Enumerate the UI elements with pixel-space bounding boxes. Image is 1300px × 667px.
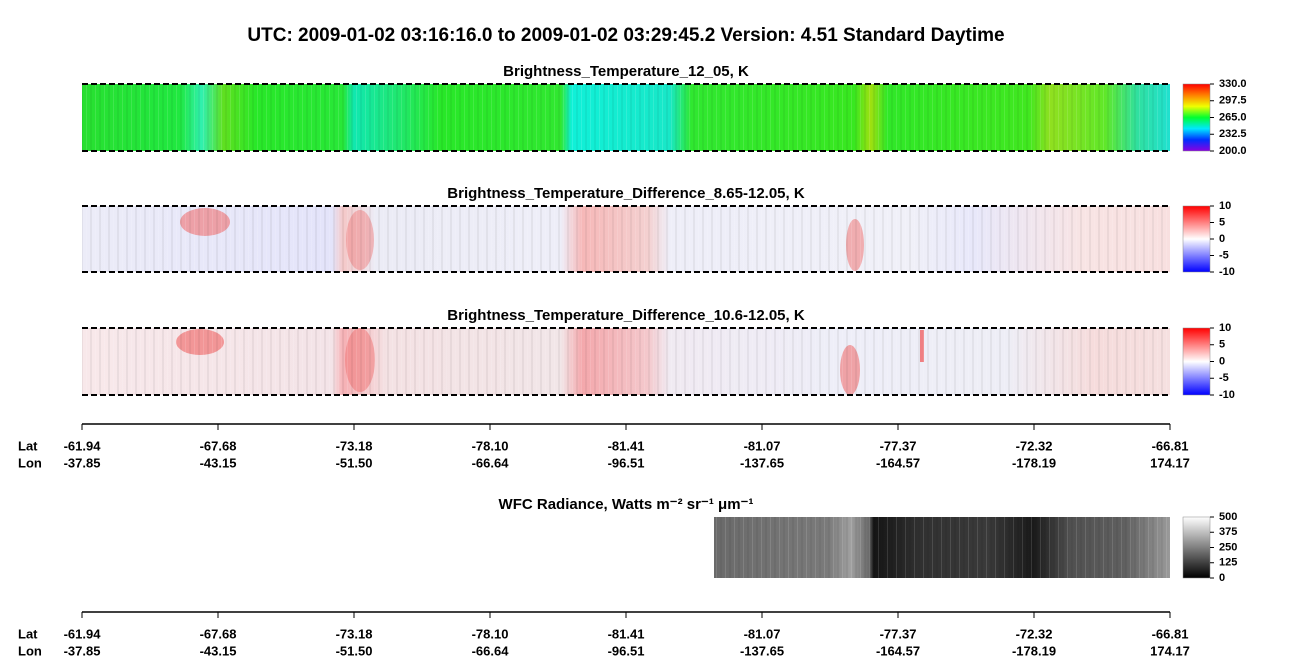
colorbar-tick-label: 0 bbox=[1219, 355, 1225, 367]
axis-row-label: Lon bbox=[18, 455, 42, 470]
lon-tick-label: 174.17 bbox=[1150, 643, 1190, 658]
texture bbox=[82, 328, 1170, 395]
lon-tick-label: -178.19 bbox=[1012, 455, 1056, 470]
colorbar-tick-label: 232.5 bbox=[1219, 128, 1247, 140]
lat-tick-label: -77.37 bbox=[880, 626, 917, 641]
colorbar-tick-label: 5 bbox=[1219, 339, 1225, 351]
lon-tick-label: -178.19 bbox=[1012, 643, 1056, 658]
lon-tick-label: 174.17 bbox=[1150, 455, 1190, 470]
colorbar-tick-label: 500 bbox=[1219, 511, 1237, 523]
lon-tick-label: -137.65 bbox=[740, 643, 784, 658]
colorbar-tick-label: 0 bbox=[1219, 572, 1225, 584]
lon-tick-label: -164.57 bbox=[876, 455, 920, 470]
lat-tick-label: -61.94 bbox=[64, 438, 102, 453]
lon-tick-label: -164.57 bbox=[876, 643, 920, 658]
panel-title: Brightness_Temperature_Difference_10.6-1… bbox=[447, 307, 805, 324]
lat-tick-label: -72.32 bbox=[1016, 626, 1053, 641]
colorbar-tick-label: 330.0 bbox=[1219, 78, 1247, 90]
lat-tick-label: -66.81 bbox=[1152, 438, 1189, 453]
colorbar-tick-label: 250 bbox=[1219, 541, 1237, 553]
lat-tick-label: -73.18 bbox=[336, 626, 373, 641]
panel-title: Brightness_Temperature_12_05, K bbox=[503, 63, 749, 80]
colorbar bbox=[1182, 327, 1211, 396]
lon-tick-label: -37.85 bbox=[64, 643, 101, 658]
lat-tick-label: -81.07 bbox=[744, 438, 781, 453]
colorbar-tick-label: -5 bbox=[1219, 249, 1229, 261]
colorbar-tick-label: 375 bbox=[1219, 526, 1237, 538]
lat-tick-label: -78.10 bbox=[472, 626, 509, 641]
page-title: UTC: 2009-01-02 03:16:16.0 to 2009-01-02… bbox=[247, 25, 1004, 46]
colorbar-tick-label: 0 bbox=[1219, 233, 1225, 245]
lat-tick-label: -72.32 bbox=[1016, 438, 1053, 453]
axis-row-label: Lat bbox=[18, 626, 38, 641]
lon-tick-label: -51.50 bbox=[336, 455, 373, 470]
lat-tick-label: -77.37 bbox=[880, 438, 917, 453]
panel-title: WFC Radiance, Watts m⁻² sr⁻¹ μm⁻¹ bbox=[499, 496, 754, 513]
lat-tick-label: -66.81 bbox=[1152, 626, 1189, 641]
lat-tick-label: -81.07 bbox=[744, 626, 781, 641]
lat-tick-label: -67.68 bbox=[200, 438, 237, 453]
lon-tick-label: -37.85 bbox=[64, 455, 101, 470]
lon-tick-label: -43.15 bbox=[200, 643, 237, 658]
colorbar-tick-label: 10 bbox=[1219, 200, 1231, 212]
lat-tick-label: -73.18 bbox=[336, 438, 373, 453]
colorbar-tick-label: 10 bbox=[1219, 322, 1231, 334]
colorbar bbox=[1182, 205, 1211, 273]
colorbar-tick-label: 265.0 bbox=[1219, 111, 1247, 123]
colorbar-tick-label: -5 bbox=[1219, 372, 1229, 384]
lat-tick-label: -61.94 bbox=[64, 626, 102, 641]
texture bbox=[82, 84, 1170, 151]
colorbar-tick-label: 200.0 bbox=[1219, 145, 1247, 157]
lon-tick-label: -96.51 bbox=[608, 643, 645, 658]
lat-tick-label: -81.41 bbox=[608, 438, 645, 453]
colorbar-tick-label: 5 bbox=[1219, 216, 1225, 228]
lon-tick-label: -66.64 bbox=[472, 643, 510, 658]
axis-row-label: Lon bbox=[18, 643, 42, 658]
texture bbox=[82, 206, 1170, 272]
lon-tick-label: -66.64 bbox=[472, 455, 510, 470]
lat-tick-label: -81.41 bbox=[608, 626, 645, 641]
lat-tick-label: -78.10 bbox=[472, 438, 509, 453]
panel-title: Brightness_Temperature_Difference_8.65-1… bbox=[447, 185, 805, 202]
lon-tick-label: -43.15 bbox=[200, 455, 237, 470]
lon-tick-label: -96.51 bbox=[608, 455, 645, 470]
colorbar-tick-label: 125 bbox=[1219, 557, 1237, 569]
colorbar bbox=[1182, 516, 1211, 579]
colorbar-tick-label: 297.5 bbox=[1219, 95, 1247, 107]
colorbar bbox=[1182, 83, 1211, 152]
colorbar-tick-label: -10 bbox=[1219, 389, 1235, 401]
panel-borders bbox=[82, 83, 1170, 396]
heatmap-images bbox=[82, 84, 1170, 578]
lat-tick-label: -67.68 bbox=[200, 626, 237, 641]
colorbar-tick-label: -10 bbox=[1219, 266, 1235, 278]
texture bbox=[714, 517, 1170, 578]
lon-tick-label: -51.50 bbox=[336, 643, 373, 658]
lon-tick-label: -137.65 bbox=[740, 455, 784, 470]
axis-row-label: Lat bbox=[18, 438, 38, 453]
